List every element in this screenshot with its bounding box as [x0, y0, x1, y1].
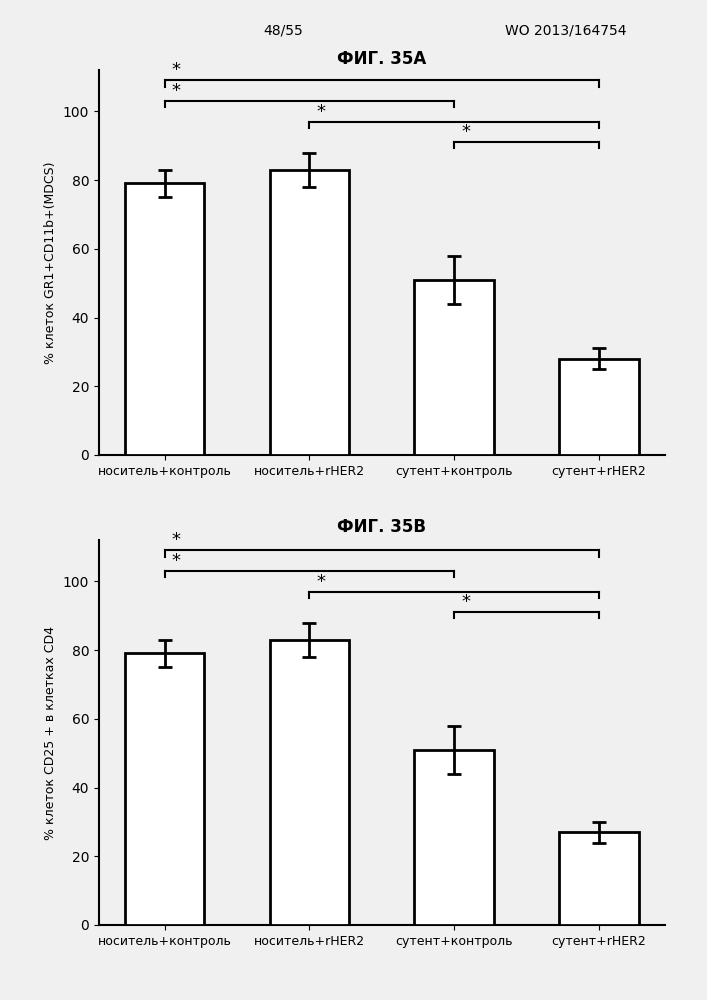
- Text: *: *: [317, 573, 326, 591]
- Bar: [559, 832, 639, 925]
- Text: ФИГ. 35А: ФИГ. 35А: [337, 50, 426, 68]
- Y-axis label: % клеток CD25 + в клетках CD4: % клеток CD25 + в клетках CD4: [45, 626, 57, 840]
- Bar: [124, 653, 204, 925]
- Text: *: *: [172, 552, 181, 570]
- Bar: [269, 640, 349, 925]
- Text: *: *: [462, 123, 470, 141]
- Text: *: *: [462, 593, 470, 611]
- Text: *: *: [172, 531, 181, 549]
- Text: 48/55: 48/55: [263, 23, 303, 37]
- Bar: [414, 280, 494, 455]
- Bar: [124, 183, 204, 455]
- Bar: [414, 750, 494, 925]
- Text: *: *: [172, 82, 181, 100]
- Bar: [269, 170, 349, 455]
- Text: *: *: [317, 103, 326, 121]
- Text: ФИГ. 35В: ФИГ. 35В: [337, 518, 426, 536]
- Text: WO 2013/164754: WO 2013/164754: [505, 23, 626, 37]
- Y-axis label: % клеток GR1+CD11b+(MDCS): % клеток GR1+CD11b+(MDCS): [45, 161, 57, 364]
- Text: *: *: [172, 61, 181, 79]
- Bar: [559, 359, 639, 455]
